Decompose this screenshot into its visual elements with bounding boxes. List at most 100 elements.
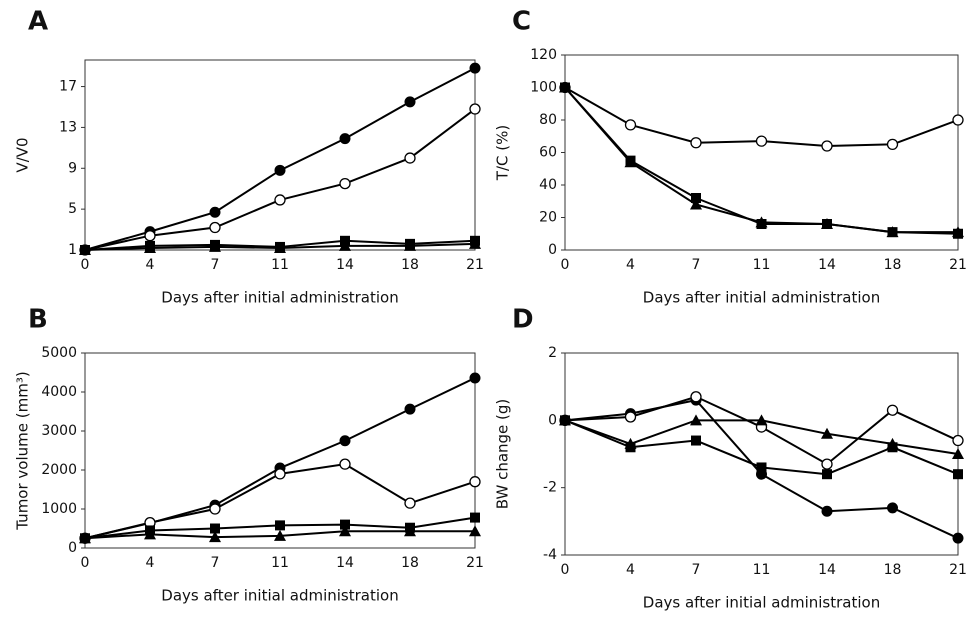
series-line bbox=[564, 86, 959, 235]
panel-letter: B bbox=[28, 305, 48, 335]
x-tick-label: 21 bbox=[466, 555, 484, 571]
y-tick-label: -2 bbox=[543, 480, 557, 496]
x-tick-label: 11 bbox=[753, 257, 771, 273]
marker bbox=[469, 372, 481, 384]
y-tick-label: 20 bbox=[539, 210, 557, 226]
marker bbox=[404, 239, 416, 251]
marker bbox=[274, 164, 286, 176]
marker bbox=[339, 458, 351, 470]
x-tick-label: 11 bbox=[753, 562, 771, 578]
x-tick-label: 11 bbox=[271, 257, 289, 273]
marker bbox=[339, 239, 351, 251]
y-tick-label: 3000 bbox=[41, 423, 77, 439]
marker bbox=[404, 152, 416, 164]
marker bbox=[274, 241, 286, 253]
y-tick-label: 120 bbox=[530, 47, 557, 63]
marker bbox=[339, 133, 351, 145]
marker bbox=[469, 476, 481, 488]
y-tick-label: 100 bbox=[530, 80, 557, 96]
y-axis-title: T/C (%) bbox=[494, 125, 512, 181]
series-line bbox=[84, 67, 476, 251]
plot-frame bbox=[84, 352, 476, 549]
y-tick-label: 1000 bbox=[41, 501, 77, 517]
marker bbox=[469, 525, 481, 537]
y-axis-title: Tumor volume (mm³) bbox=[14, 371, 32, 530]
marker bbox=[79, 244, 91, 255]
marker bbox=[210, 523, 220, 534]
marker bbox=[469, 237, 481, 249]
marker bbox=[952, 114, 964, 126]
panel-letter: C bbox=[512, 7, 531, 37]
marker bbox=[144, 241, 156, 253]
marker bbox=[691, 193, 701, 203]
y-tick-label: 0 bbox=[548, 242, 557, 258]
marker bbox=[339, 435, 351, 447]
marker bbox=[404, 525, 416, 537]
marker bbox=[952, 226, 964, 238]
marker bbox=[821, 427, 833, 439]
y-tick-label: 17 bbox=[59, 79, 77, 95]
marker bbox=[690, 414, 702, 426]
x-tick-label: 7 bbox=[692, 562, 701, 578]
marker bbox=[952, 448, 964, 459]
x-tick-label: 18 bbox=[884, 562, 902, 578]
marker bbox=[821, 140, 833, 152]
x-tick-label: 21 bbox=[466, 257, 484, 273]
y-tick-label: -4 bbox=[543, 547, 557, 563]
marker bbox=[469, 62, 481, 74]
x-tick-label: 21 bbox=[949, 562, 967, 578]
marker bbox=[144, 528, 156, 540]
marker bbox=[339, 525, 351, 537]
marker bbox=[339, 177, 351, 190]
y-tick-label: 40 bbox=[539, 177, 557, 193]
marker bbox=[886, 138, 899, 151]
x-tick-label: 14 bbox=[336, 257, 354, 273]
marker bbox=[209, 206, 221, 218]
marker bbox=[887, 502, 898, 514]
y-tick-label: 80 bbox=[539, 112, 557, 128]
marker bbox=[952, 532, 964, 544]
marker bbox=[470, 512, 480, 523]
marker bbox=[469, 103, 481, 115]
marker bbox=[887, 442, 898, 453]
x-tick-label: 11 bbox=[271, 555, 289, 571]
x-tick-label: 0 bbox=[81, 555, 90, 571]
x-axis-title: Days after initial administration bbox=[643, 289, 880, 307]
marker bbox=[690, 198, 702, 210]
series-line bbox=[84, 108, 476, 251]
plot-frame bbox=[84, 59, 476, 251]
x-tick-label: 21 bbox=[949, 257, 967, 273]
marker bbox=[821, 505, 833, 517]
y-tick-label: 60 bbox=[539, 145, 557, 161]
x-tick-label: 18 bbox=[401, 257, 419, 273]
x-axis-title: Days after initial administration bbox=[643, 594, 880, 612]
marker bbox=[274, 529, 286, 541]
y-tick-label: 1 bbox=[68, 242, 77, 258]
y-tick-label: 2 bbox=[548, 345, 557, 361]
x-tick-label: 0 bbox=[561, 257, 570, 273]
x-axis-title: Days after initial administration bbox=[161, 587, 398, 605]
x-tick-label: 18 bbox=[884, 257, 902, 273]
marker bbox=[404, 96, 416, 108]
y-tick-label: 0 bbox=[68, 540, 77, 556]
marker bbox=[952, 434, 964, 447]
y-tick-label: 5000 bbox=[41, 345, 77, 361]
marker bbox=[690, 137, 702, 149]
x-tick-label: 7 bbox=[692, 257, 701, 273]
x-tick-label: 7 bbox=[211, 555, 220, 571]
marker bbox=[886, 404, 899, 416]
marker bbox=[209, 221, 221, 234]
x-tick-label: 14 bbox=[336, 555, 354, 571]
marker bbox=[624, 119, 637, 131]
series-line bbox=[564, 86, 958, 234]
y-tick-label: 0 bbox=[548, 412, 557, 428]
marker bbox=[886, 226, 899, 238]
marker bbox=[755, 216, 768, 228]
y-tick-label: 5 bbox=[68, 201, 77, 217]
marker bbox=[624, 411, 637, 423]
marker bbox=[275, 520, 285, 531]
y-tick-label: 9 bbox=[68, 160, 77, 176]
y-tick-label: 4000 bbox=[41, 384, 77, 400]
marker bbox=[209, 503, 221, 515]
